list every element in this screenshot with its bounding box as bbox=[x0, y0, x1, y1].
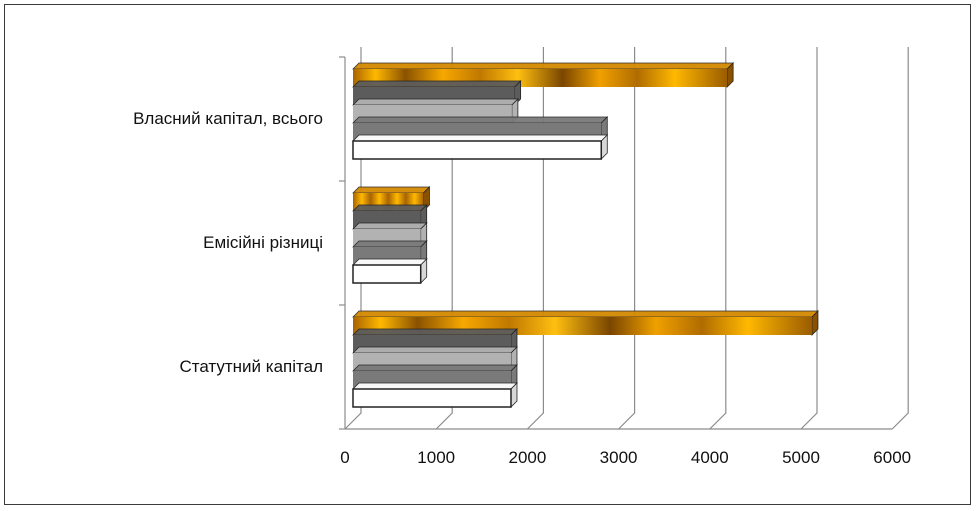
bar-top-face bbox=[352, 80, 522, 88]
x-tick-label: 5000 bbox=[782, 448, 820, 467]
category-label: Емісійні різниці bbox=[203, 233, 323, 252]
bar-top-face bbox=[352, 134, 609, 142]
bar-top-face bbox=[352, 204, 428, 212]
x-tick-label: 0 bbox=[340, 448, 349, 467]
bar-top-face bbox=[352, 310, 819, 318]
bar-top-face bbox=[352, 258, 428, 266]
bar bbox=[352, 264, 422, 284]
x-tick-label: 4000 bbox=[691, 448, 729, 467]
gridline bbox=[618, 47, 636, 430]
bar-top-face bbox=[352, 240, 428, 248]
bar-top-face bbox=[352, 328, 518, 336]
bar-top-face bbox=[352, 346, 518, 354]
x-tick-label: 2000 bbox=[508, 448, 546, 467]
bar-top-face bbox=[352, 364, 518, 372]
bar-top-face bbox=[352, 382, 518, 390]
category-label: Власний капітал, всього bbox=[133, 109, 323, 128]
gridline bbox=[800, 47, 818, 430]
bar-chart: 0 1000 2000 3000 4000 5000 6000 Власний капітал… bbox=[133, 47, 911, 467]
category-label: Статутний капітал bbox=[179, 357, 323, 376]
plot-walls bbox=[339, 47, 909, 430]
x-tick-label: 1000 bbox=[417, 448, 455, 467]
gridline bbox=[709, 47, 727, 430]
bar-top-face bbox=[352, 116, 609, 124]
label-group: 0 1000 2000 3000 4000 5000 6000 Власний капітал… bbox=[133, 109, 911, 467]
gridline bbox=[344, 47, 362, 430]
gridline bbox=[891, 47, 909, 430]
bar-top-face bbox=[352, 98, 519, 106]
x-tick-label: 6000 bbox=[873, 448, 911, 467]
bar-top-face bbox=[352, 62, 735, 70]
bar-group bbox=[352, 62, 819, 408]
gridline bbox=[435, 47, 453, 430]
chart-frame: 0 1000 2000 3000 4000 5000 6000 Власний капітал… bbox=[4, 4, 971, 505]
bar-top-face bbox=[352, 186, 431, 194]
bar bbox=[352, 140, 603, 160]
x-tick-label: 3000 bbox=[600, 448, 638, 467]
bar bbox=[352, 388, 512, 408]
gridline bbox=[526, 47, 545, 430]
bar-top-face bbox=[352, 222, 428, 230]
